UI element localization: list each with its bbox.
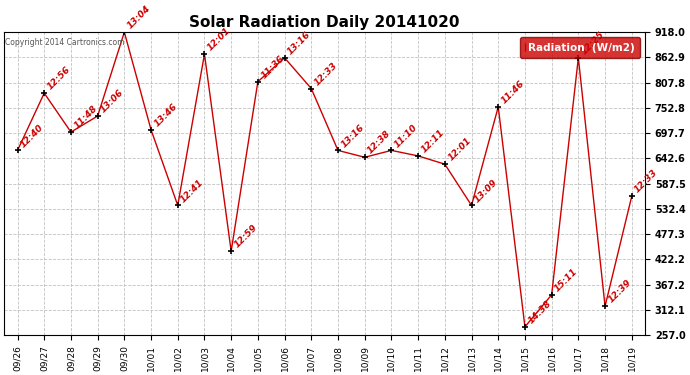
Text: 13:16: 13:16 — [286, 30, 313, 57]
Text: 11:48: 11:48 — [72, 104, 99, 130]
Text: 12:59: 12:59 — [233, 223, 259, 250]
Text: 12:25: 12:25 — [580, 30, 607, 57]
Text: 12:39: 12:39 — [607, 278, 633, 305]
Text: 13:46: 13:46 — [152, 102, 179, 128]
Text: 11:10: 11:10 — [393, 122, 420, 149]
Text: 11:46: 11:46 — [500, 79, 526, 105]
Text: 12:38: 12:38 — [366, 129, 393, 156]
Text: 13:16: 13:16 — [339, 122, 366, 149]
Text: 12:41: 12:41 — [179, 177, 206, 204]
Text: 12:11: 12:11 — [420, 128, 446, 154]
Text: 13:09: 13:09 — [473, 177, 500, 204]
Text: 12:56: 12:56 — [46, 65, 72, 92]
Text: Copyright 2014 Cartronics.com: Copyright 2014 Cartronics.com — [6, 38, 125, 47]
Text: 12:33: 12:33 — [313, 60, 339, 87]
Title: Solar Radiation Daily 20141020: Solar Radiation Daily 20141020 — [189, 15, 460, 30]
Text: 15:11: 15:11 — [553, 267, 580, 293]
Text: 12:33: 12:33 — [633, 168, 660, 195]
Text: 12:01: 12:01 — [206, 26, 233, 53]
Text: 11:36: 11:36 — [259, 54, 286, 80]
Text: 14:38: 14:38 — [526, 299, 553, 326]
Text: 12:40: 12:40 — [19, 122, 46, 149]
Text: 13:06: 13:06 — [99, 88, 126, 115]
Text: 12:01: 12:01 — [446, 136, 473, 163]
Text: 13:04: 13:04 — [126, 4, 152, 31]
Legend: Radiation  (W/m2): Radiation (W/m2) — [520, 38, 640, 58]
